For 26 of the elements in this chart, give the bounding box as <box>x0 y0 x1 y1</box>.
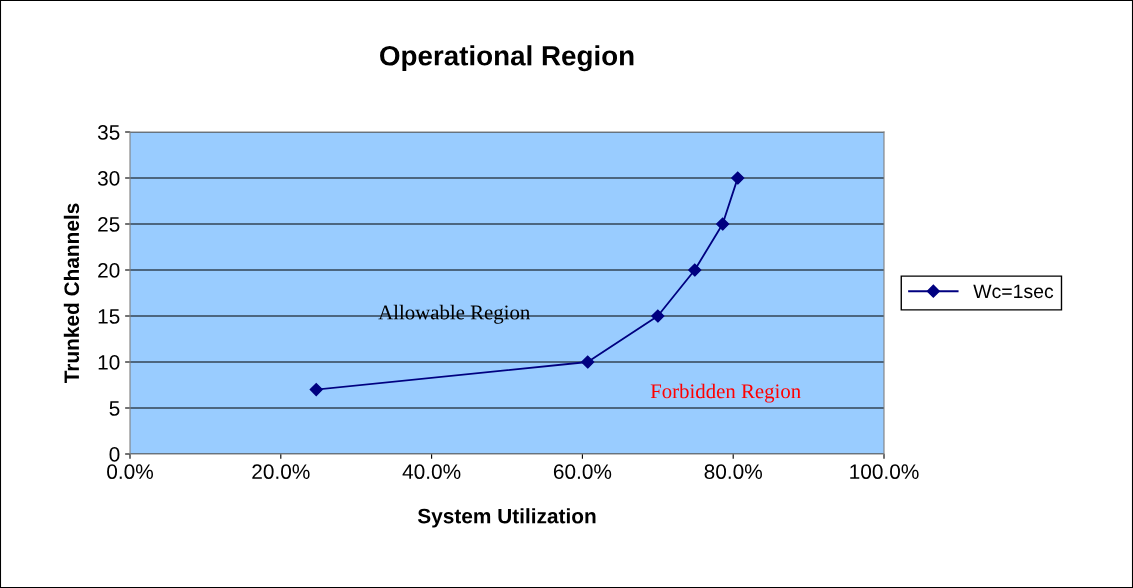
point <box>651 309 665 323</box>
y-tick-label: 5 <box>109 401 120 416</box>
x-tick-label: 0.0% <box>107 464 153 480</box>
point <box>688 263 702 277</box>
point <box>581 355 595 369</box>
point <box>309 383 323 397</box>
x-tick-label: 80.0% <box>704 464 762 480</box>
x-axis-title: System Utilization <box>417 508 596 528</box>
annotation: Allowable Region <box>378 304 530 324</box>
x-tick-label: 100.0% <box>850 464 919 480</box>
y-tick-label: 0 <box>109 447 120 462</box>
y-tick-label: 25 <box>98 217 120 232</box>
y-axis-title: Trunked Channels <box>63 203 80 384</box>
y-tick-label: 15 <box>98 309 120 324</box>
y-tick-label: 20 <box>98 263 120 278</box>
legend-label: Wc=1sec <box>973 284 1054 299</box>
x-tick-label: 40.0% <box>402 464 461 480</box>
y-tick-label: 10 <box>98 355 120 370</box>
point <box>731 171 745 185</box>
x-tick-label: 60.0% <box>553 464 612 480</box>
chart-title: Operational Region <box>380 45 634 72</box>
annotation: Forbidden Region <box>650 383 801 403</box>
y-tick-label: 30 <box>97 171 120 186</box>
x-tick-label: 20.0% <box>252 464 310 480</box>
point <box>716 217 730 231</box>
y-tick-label: 35 <box>97 125 120 140</box>
